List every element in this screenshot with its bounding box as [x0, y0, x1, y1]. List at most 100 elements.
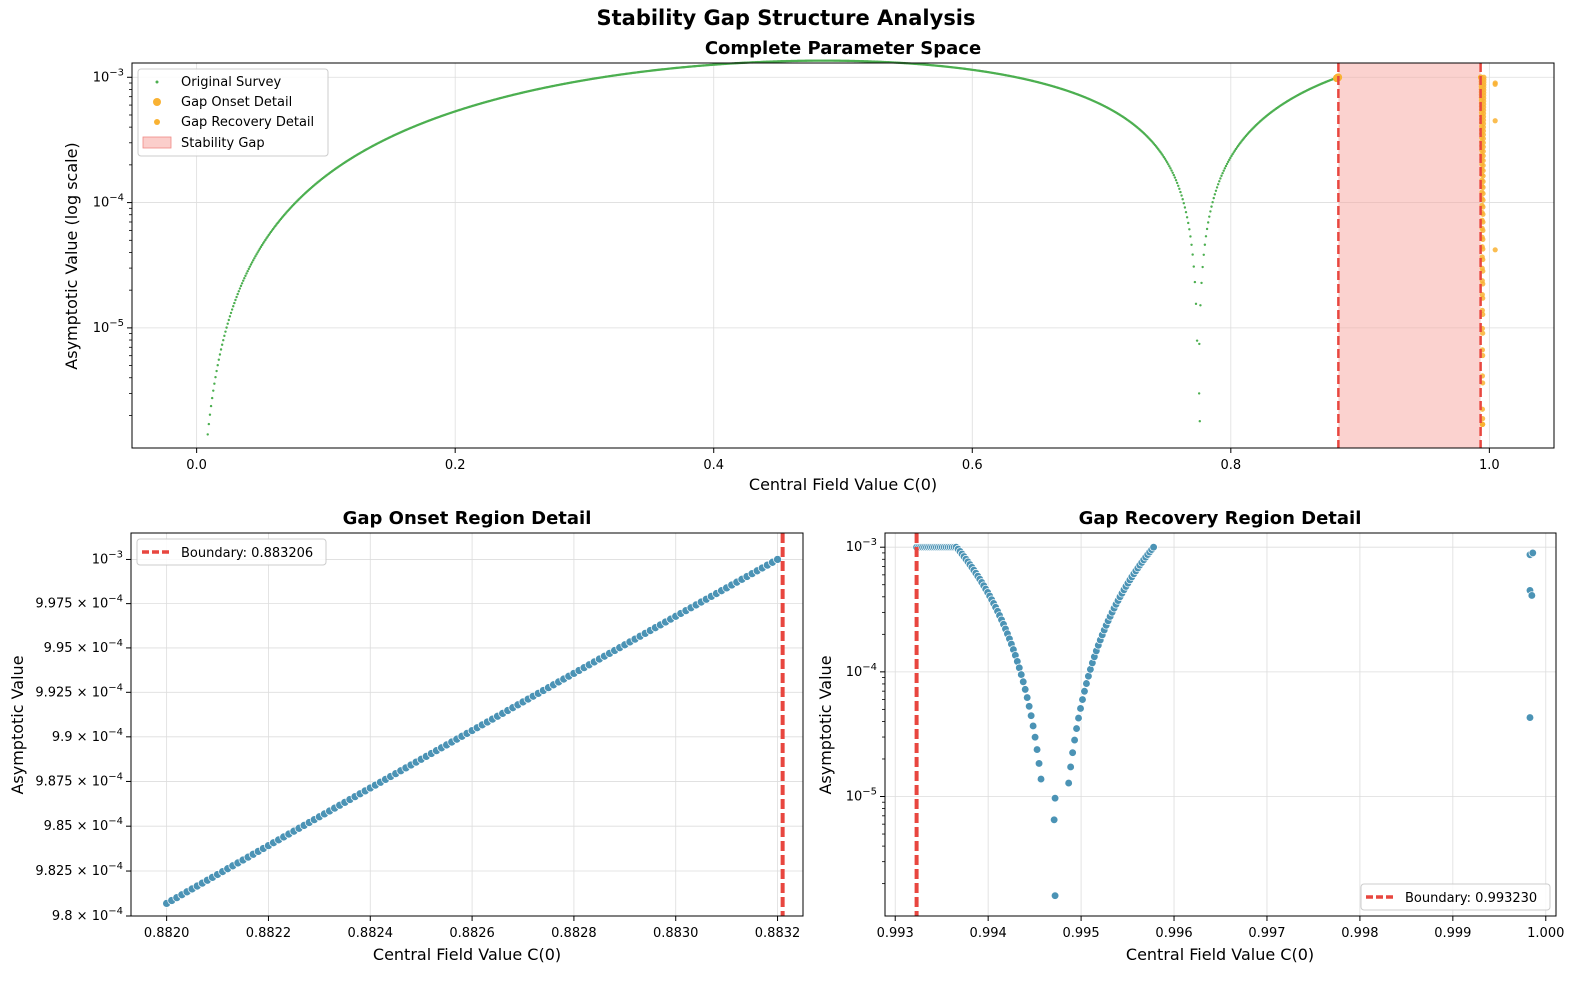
survey-point	[1162, 155, 1166, 159]
recovery-point	[1479, 421, 1486, 427]
survey-point	[259, 245, 263, 249]
recovery-x-ticks: 0.993 0.994 0.995 0.996 0.997 0.998 0.999 1.000	[877, 916, 1564, 941]
survey-point	[1214, 189, 1218, 192]
recovery-detail-series	[912, 543, 1537, 900]
legend-marker-recovery	[154, 119, 160, 125]
survey-point	[245, 272, 248, 275]
recovery-point	[1480, 124, 1487, 130]
survey-point	[1221, 171, 1224, 175]
survey-point	[218, 353, 222, 356]
recovery-detail-point	[1078, 695, 1087, 704]
survey-point	[1164, 159, 1168, 162]
survey-point	[1222, 169, 1225, 172]
x-tick-label: 0.2	[445, 458, 466, 473]
survey-point	[213, 382, 216, 385]
x-tick-label: 0.0	[186, 458, 207, 473]
onset-legend: Boundary: 0.883206	[136, 538, 327, 566]
survey-point	[233, 301, 236, 305]
x-tick-label: 0.6	[962, 458, 983, 473]
survey-point	[1197, 392, 1201, 395]
survey-point	[1203, 243, 1207, 246]
y-tick-label: 10−5	[93, 318, 124, 336]
recovery-detail-point	[1050, 794, 1060, 803]
recovery-point	[1481, 74, 1487, 80]
survey-point	[249, 263, 253, 266]
survey-point	[263, 240, 266, 243]
survey-point	[1171, 171, 1174, 174]
survey-point	[1210, 205, 1213, 208]
recovery-point	[1492, 80, 1498, 86]
survey-point	[225, 326, 228, 329]
survey-point	[253, 257, 256, 260]
survey-point	[1195, 339, 1199, 342]
x-tick-label: 1.0	[1479, 458, 1500, 473]
onset-axes-frame	[130, 532, 804, 917]
recovery-point	[1492, 118, 1498, 124]
survey-point	[256, 251, 259, 254]
survey-point	[235, 295, 238, 299]
recovery-detail-point	[1030, 733, 1040, 742]
survey-point	[219, 348, 223, 351]
survey-point	[258, 247, 262, 250]
survey-point	[237, 290, 240, 293]
survey-point	[1177, 184, 1180, 188]
recovery-detail-point	[1149, 543, 1158, 552]
survey-point	[1202, 253, 1205, 256]
survey-point	[1213, 193, 1217, 196]
recovery-detail-point	[1084, 672, 1093, 681]
survey-point	[257, 249, 260, 252]
survey-point	[250, 261, 254, 264]
survey-point	[1198, 420, 1201, 423]
survey-point	[1225, 162, 1229, 166]
recovery-detail-point	[1082, 679, 1091, 688]
top-x-ticks: 0.0 0.2 0.4 0.6 0.8 1.0	[186, 448, 1500, 473]
recovery-detail-point	[1026, 711, 1036, 720]
survey-point	[244, 274, 247, 278]
survey-point	[1181, 198, 1184, 201]
recovery-point	[1480, 162, 1486, 169]
survey-point	[232, 305, 235, 308]
stability-gap-region	[1338, 63, 1481, 448]
survey-point	[240, 282, 244, 285]
survey-point	[1183, 206, 1187, 209]
legend-label-recovery: Gap Recovery Detail	[181, 115, 314, 130]
survey-point	[1172, 173, 1176, 177]
recovery-detail-point	[1032, 745, 1042, 754]
survey-point	[1180, 194, 1183, 197]
survey-point	[1218, 180, 1221, 183]
x-tick-label: 0.995	[1062, 926, 1099, 941]
recovery-detail-point	[1072, 724, 1081, 733]
onset-legend-label: Boundary: 0.883206	[181, 546, 313, 561]
onset-detail-point	[773, 555, 782, 564]
recovery-detail-point	[1080, 687, 1089, 696]
recovery-point	[1480, 153, 1486, 159]
survey-point	[1223, 167, 1227, 170]
x-tick-label: 0.8828	[551, 926, 597, 941]
recovery-xlabel: Central Field Value C(0)	[1126, 945, 1314, 964]
recovery-point	[1492, 247, 1498, 253]
recovery-detail-point	[1015, 663, 1024, 672]
survey-point	[230, 308, 234, 311]
x-tick-label: 0.993	[877, 926, 914, 941]
survey-point	[247, 267, 250, 271]
recovery-point	[1480, 227, 1486, 234]
recovery-point	[1480, 128, 1487, 134]
survey-point	[214, 375, 217, 379]
recovery-point	[1480, 132, 1486, 138]
survey-point	[208, 413, 212, 416]
survey-point	[1211, 201, 1214, 204]
top-axes-frame	[131, 62, 1555, 449]
top-y-ticks: 10−5 10−4 10−3	[93, 67, 132, 416]
recovery-axes-frame	[884, 532, 1557, 917]
survey-point	[1170, 169, 1173, 172]
survey-point	[226, 322, 229, 325]
onset-grid	[131, 533, 803, 917]
survey-point	[1193, 280, 1197, 284]
recovery-detail-point	[1527, 591, 1536, 600]
survey-point	[1206, 221, 1210, 224]
survey-point	[227, 318, 231, 322]
survey-point	[1188, 228, 1191, 231]
survey-point	[1184, 210, 1188, 214]
y-tick-label: 10−5	[846, 787, 877, 805]
